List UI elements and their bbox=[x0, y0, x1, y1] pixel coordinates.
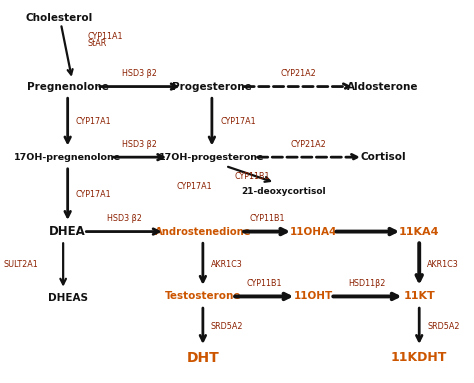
Text: 11KT: 11KT bbox=[403, 291, 435, 301]
Text: 11KA4: 11KA4 bbox=[399, 227, 439, 237]
Text: CYP11B1: CYP11B1 bbox=[246, 279, 282, 288]
Text: HSD3 β2: HSD3 β2 bbox=[107, 214, 141, 223]
Text: DHEAS: DHEAS bbox=[48, 293, 88, 303]
Text: 11OHT: 11OHT bbox=[294, 291, 333, 301]
Text: 11OHA4: 11OHA4 bbox=[290, 227, 337, 237]
Text: CYP17A1: CYP17A1 bbox=[76, 190, 111, 199]
Text: DHT: DHT bbox=[186, 350, 219, 365]
Text: CYP17A1: CYP17A1 bbox=[220, 117, 255, 126]
Text: Cholesterol: Cholesterol bbox=[25, 13, 92, 23]
Text: CYP17A1: CYP17A1 bbox=[176, 182, 212, 191]
Text: HSD3 β2: HSD3 β2 bbox=[122, 69, 157, 78]
Text: 11KDHT: 11KDHT bbox=[391, 351, 447, 364]
Text: StAR: StAR bbox=[88, 39, 107, 48]
Text: 21-deoxycortisol: 21-deoxycortisol bbox=[242, 187, 326, 196]
Text: Cortisol: Cortisol bbox=[360, 152, 406, 162]
Text: 17OH-progesterone: 17OH-progesterone bbox=[159, 153, 264, 162]
Text: CYP11B1: CYP11B1 bbox=[235, 172, 270, 182]
Text: CYP11B1: CYP11B1 bbox=[249, 214, 285, 223]
Text: Androstenedione: Androstenedione bbox=[155, 227, 251, 237]
Text: DHEA: DHEA bbox=[49, 225, 86, 238]
Text: SULT2A1: SULT2A1 bbox=[4, 260, 38, 270]
Text: Aldosterone: Aldosterone bbox=[347, 82, 419, 92]
Text: 17OH-pregnenolone: 17OH-pregnenolone bbox=[14, 153, 121, 162]
Text: Testosterone: Testosterone bbox=[164, 291, 241, 301]
Text: AKR1C3: AKR1C3 bbox=[211, 260, 243, 268]
Text: HSD3 β2: HSD3 β2 bbox=[122, 140, 157, 149]
Text: AKR1C3: AKR1C3 bbox=[428, 260, 459, 268]
Text: CYP17A1: CYP17A1 bbox=[76, 117, 111, 126]
Text: CYP21A2: CYP21A2 bbox=[280, 69, 316, 78]
Text: Pregnenolone: Pregnenolone bbox=[27, 82, 109, 92]
Text: HSD11β2: HSD11β2 bbox=[349, 279, 386, 288]
Text: CYP11A1: CYP11A1 bbox=[88, 32, 123, 41]
Text: SRD5A2: SRD5A2 bbox=[211, 321, 244, 331]
Text: Progesterone: Progesterone bbox=[172, 82, 252, 92]
Text: SRD5A2: SRD5A2 bbox=[428, 321, 460, 331]
Text: CYP21A2: CYP21A2 bbox=[291, 140, 327, 149]
